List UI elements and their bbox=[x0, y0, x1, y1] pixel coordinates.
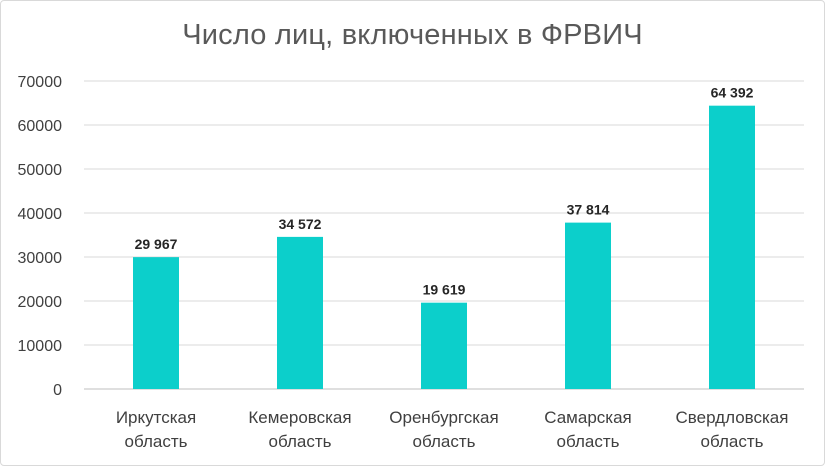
y-tick-label: 20000 bbox=[18, 294, 63, 311]
x-category-label: Самарская bbox=[544, 408, 632, 427]
bar bbox=[709, 105, 755, 389]
data-label: 19 619 bbox=[423, 282, 466, 298]
y-tick-label: 10000 bbox=[18, 338, 63, 355]
x-category-label: Кемеровская bbox=[248, 408, 351, 427]
y-tick-label: 60000 bbox=[18, 118, 63, 135]
bar bbox=[133, 257, 179, 389]
y-tick-label: 50000 bbox=[18, 162, 63, 179]
data-label: 64 392 bbox=[711, 85, 754, 101]
x-category-label: область bbox=[413, 432, 476, 451]
x-category-label: область bbox=[557, 432, 620, 451]
x-category-label: Оренбургская bbox=[389, 408, 498, 427]
y-tick-label: 40000 bbox=[18, 206, 63, 223]
y-tick-label: 70000 bbox=[18, 74, 63, 91]
data-label: 29 967 bbox=[135, 236, 178, 252]
data-label: 34 572 bbox=[279, 216, 322, 232]
y-tick-label: 30000 bbox=[18, 250, 63, 267]
chart-title: Число лиц, включенных в ФРВИЧ bbox=[182, 19, 643, 51]
bar bbox=[565, 222, 611, 389]
x-category-label: область bbox=[125, 432, 188, 451]
x-category-label: Свердловская bbox=[676, 408, 789, 427]
x-category-label: Иркутская bbox=[116, 408, 196, 427]
bar bbox=[421, 302, 467, 389]
y-tick-label: 0 bbox=[53, 382, 62, 399]
bar bbox=[277, 236, 323, 389]
x-category-label: область bbox=[269, 432, 332, 451]
data-label: 37 814 bbox=[567, 202, 610, 218]
x-category-label: область bbox=[701, 432, 764, 451]
